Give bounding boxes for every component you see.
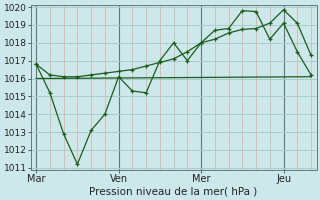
X-axis label: Pression niveau de la mer( hPa ): Pression niveau de la mer( hPa ): [90, 187, 258, 197]
